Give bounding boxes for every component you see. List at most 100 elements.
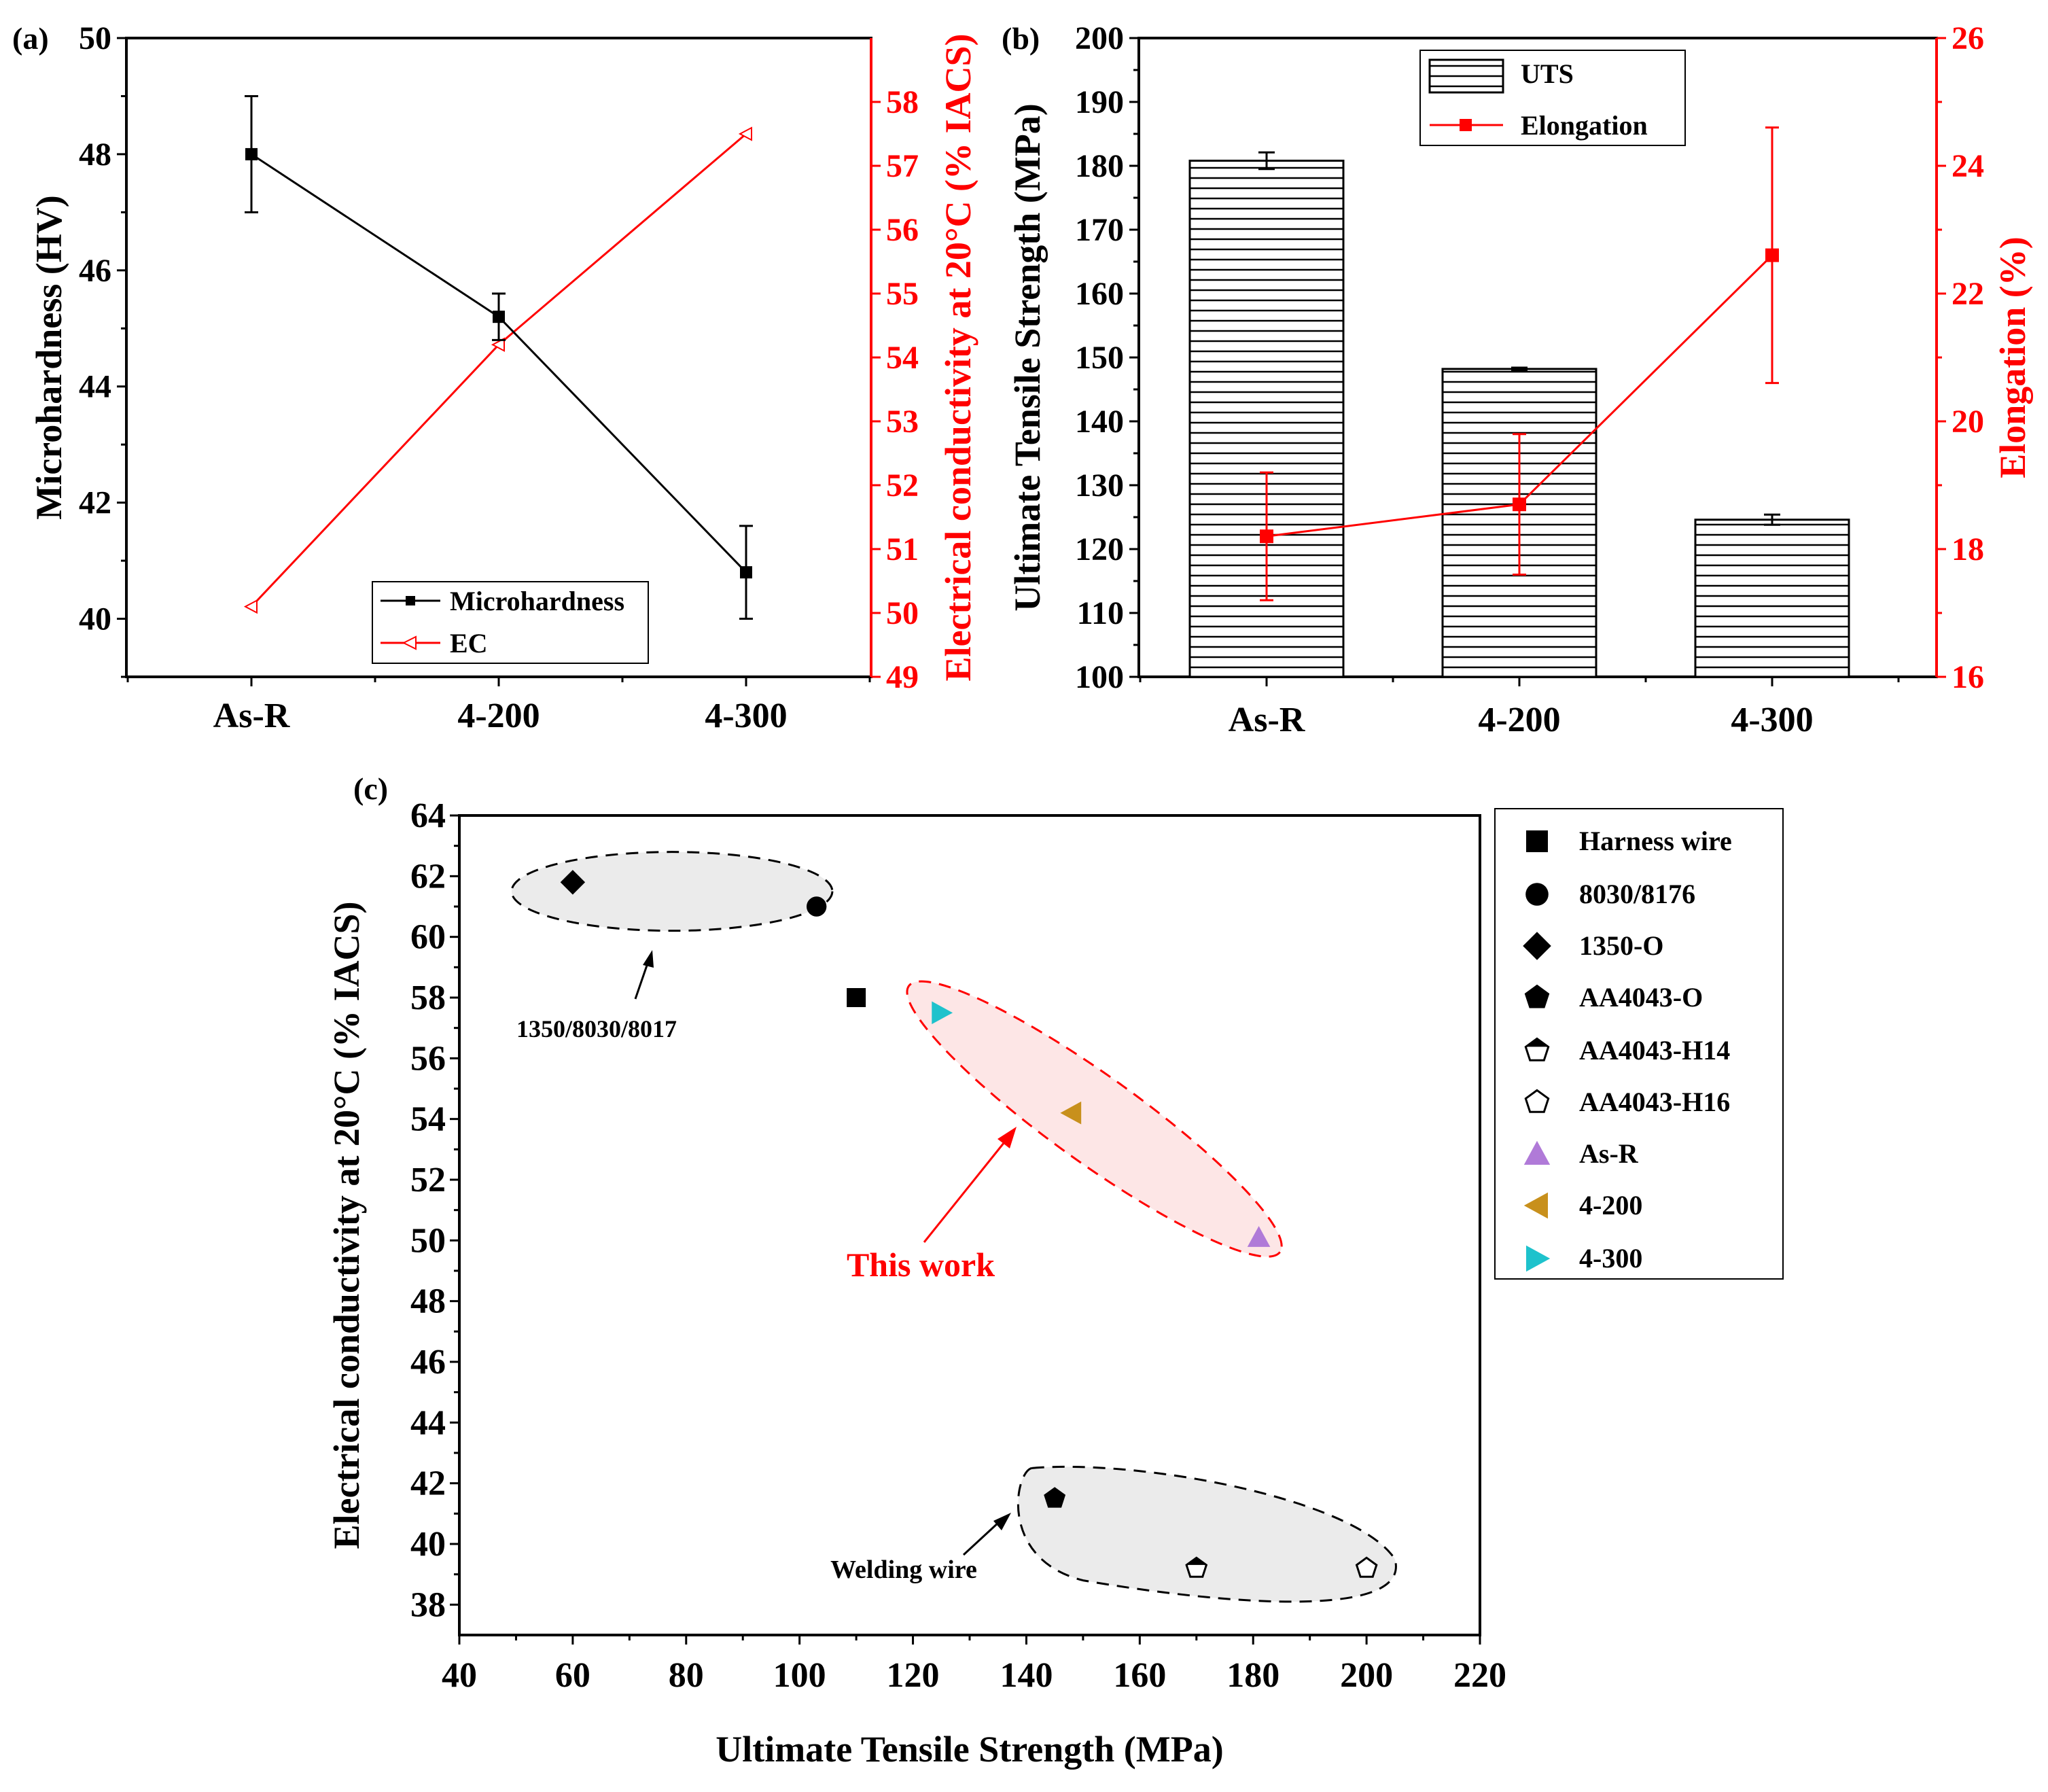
panel-a-y2label: Electrical conductivity at 20°C (% IACS) (938, 34, 978, 682)
c-ytick-label: 40 (410, 1525, 446, 1564)
c-ytick-label: 62 (410, 857, 446, 896)
legend-aa4043-h16-marker (1524, 1089, 1550, 1113)
a-y2tick-label: 57 (886, 148, 919, 184)
ec-point (738, 126, 752, 141)
c-xtick-label: 80 (669, 1656, 704, 1695)
legend-as-r-marker (1523, 1140, 1551, 1165)
b-ytick-label: 150 (1075, 340, 1124, 376)
region-this-work (906, 980, 1283, 1258)
ec-point (491, 337, 505, 352)
a-y2tick-label: 53 (886, 404, 919, 440)
point-aa4043-h14 (1185, 1556, 1208, 1578)
c-xtick-label: 220 (1453, 1656, 1506, 1695)
panel-a: (a) 40 42 44 46 48 50 49 50 51 52 53 54 55 56 57 58 As-R… (12, 20, 978, 735)
region-welding-wire (1017, 1465, 1397, 1603)
panel-b-label: (b) (1002, 21, 1040, 56)
legend-aa4043-h14-marker-fill (1525, 1038, 1549, 1047)
a-xtick-label: 4-200 (457, 697, 540, 735)
a-y2tick-label: 49 (886, 659, 919, 695)
legend-ec-swatch (402, 635, 417, 650)
c-ytick-label: 58 (410, 979, 446, 1017)
microhardness-point (740, 566, 752, 579)
point-8030-8176 (807, 896, 827, 917)
microhardness-point (493, 311, 505, 323)
legend-harness-wire-label: Harness wire (1579, 826, 1732, 856)
c-ytick-label: 54 (410, 1100, 446, 1139)
b-ytick-label: 200 (1075, 20, 1124, 56)
annotation-welding-wire: Welding wire (830, 1556, 977, 1584)
elongation-point (1260, 529, 1273, 544)
a-ytick-label: 40 (79, 601, 111, 637)
legend-aa4043-h14-label: AA4043-H14 (1579, 1035, 1730, 1066)
legend-4-200-label: 4-200 (1579, 1190, 1642, 1220)
legend-aa4043-o-marker (1524, 984, 1550, 1008)
panel-b-ylabel: Ultimate Tensile Strength (MPa) (1007, 103, 1048, 611)
panel-c-ylabel: Electrical conductivity at 20°C (% IACS) (326, 902, 367, 1549)
panel-a-ylabel: Microhardness (HV) (29, 195, 69, 519)
elongation-point (1765, 248, 1779, 262)
ec-line (250, 133, 747, 608)
c-xtick-label: 40 (442, 1656, 477, 1695)
legend-aa4043-h14-marker (1524, 1037, 1550, 1061)
point-aa4043-o (1044, 1487, 1066, 1508)
c-ytick-label: 44 (410, 1403, 446, 1442)
legend-aa4043-o-label: AA4043-O (1579, 982, 1703, 1013)
legend-4-300-marker (1526, 1245, 1551, 1272)
microhardness-point (245, 147, 258, 160)
legend-uts-label: UTS (1521, 58, 1574, 89)
b-ytick-label: 120 (1075, 531, 1124, 567)
c-xtick-label: 60 (555, 1656, 590, 1695)
c-ytick-label: 64 (410, 796, 446, 835)
c-xtick-label: 120 (887, 1656, 940, 1695)
legend-microhardness-swatch (406, 596, 415, 605)
legend-harness-wire-marker (1526, 830, 1548, 852)
c-ytick-label: 52 (410, 1161, 446, 1199)
point-4-200 (1060, 1101, 1082, 1125)
c-ytick-label: 60 (410, 918, 446, 957)
legend-1350-o-marker (1523, 932, 1551, 960)
b-ytick-label: 190 (1075, 84, 1124, 120)
panel-c-xlabel: Ultimate Tensile Strength (MPa) (716, 1729, 1223, 1770)
b-y2tick-label: 16 (1952, 659, 1984, 695)
a-ytick-label: 50 (79, 20, 111, 56)
legend-1350-o-label: 1350-O (1579, 930, 1663, 961)
c-xtick-label: 200 (1340, 1656, 1393, 1695)
b-xtick-label: 4-300 (1731, 701, 1813, 739)
legend-ec-label: EC (450, 628, 488, 658)
a-ytick-label: 44 (79, 369, 111, 405)
c-ytick-label: 38 (410, 1585, 446, 1624)
a-y2tick-label: 50 (886, 595, 919, 631)
a-ytick-label: 42 (79, 485, 111, 521)
arrow-1350-group (643, 950, 654, 968)
point-aa4043-h16 (1355, 1556, 1378, 1578)
a-y2tick-label: 54 (886, 340, 919, 376)
microhardness-line (251, 153, 747, 574)
c-xtick-label: 160 (1113, 1656, 1166, 1695)
c-ytick-label: 46 (410, 1343, 446, 1382)
b-y2tick-label: 18 (1952, 531, 1984, 567)
b-ytick-label: 160 (1075, 276, 1124, 312)
b-ytick-label: 180 (1075, 148, 1124, 184)
b-ytick-label: 100 (1075, 659, 1124, 695)
panel-b: (b) 100 110 120 130 140 150 160 170 180 190 200 16 1… (1002, 20, 2033, 739)
legend-4-300-label: 4-300 (1579, 1243, 1642, 1273)
b-y2tick-label: 24 (1952, 148, 1984, 184)
uts-bar (1694, 519, 1850, 678)
a-ytick-label: 46 (79, 253, 111, 289)
panel-b-y2label: Elongation (%) (1992, 236, 2033, 478)
a-y2tick-label: 52 (886, 468, 919, 504)
a-y2tick-label: 51 (886, 531, 919, 567)
point-harness-wire (847, 988, 866, 1007)
region-1350-group (510, 851, 834, 932)
b-xtick-label: As-R (1229, 701, 1306, 739)
panel-c-label: (c) (353, 771, 388, 806)
ec-point (243, 599, 258, 614)
b-xtick-label: 4-200 (1478, 701, 1560, 739)
a-xtick-label: As-R (213, 697, 291, 735)
a-xtick-label: 4-300 (705, 697, 787, 735)
legend-4-200-marker (1523, 1192, 1548, 1219)
arrow-welding-wire (993, 1513, 1011, 1530)
a-ytick-label: 48 (79, 137, 111, 173)
point-aa4043-h14-fill (1186, 1558, 1207, 1565)
